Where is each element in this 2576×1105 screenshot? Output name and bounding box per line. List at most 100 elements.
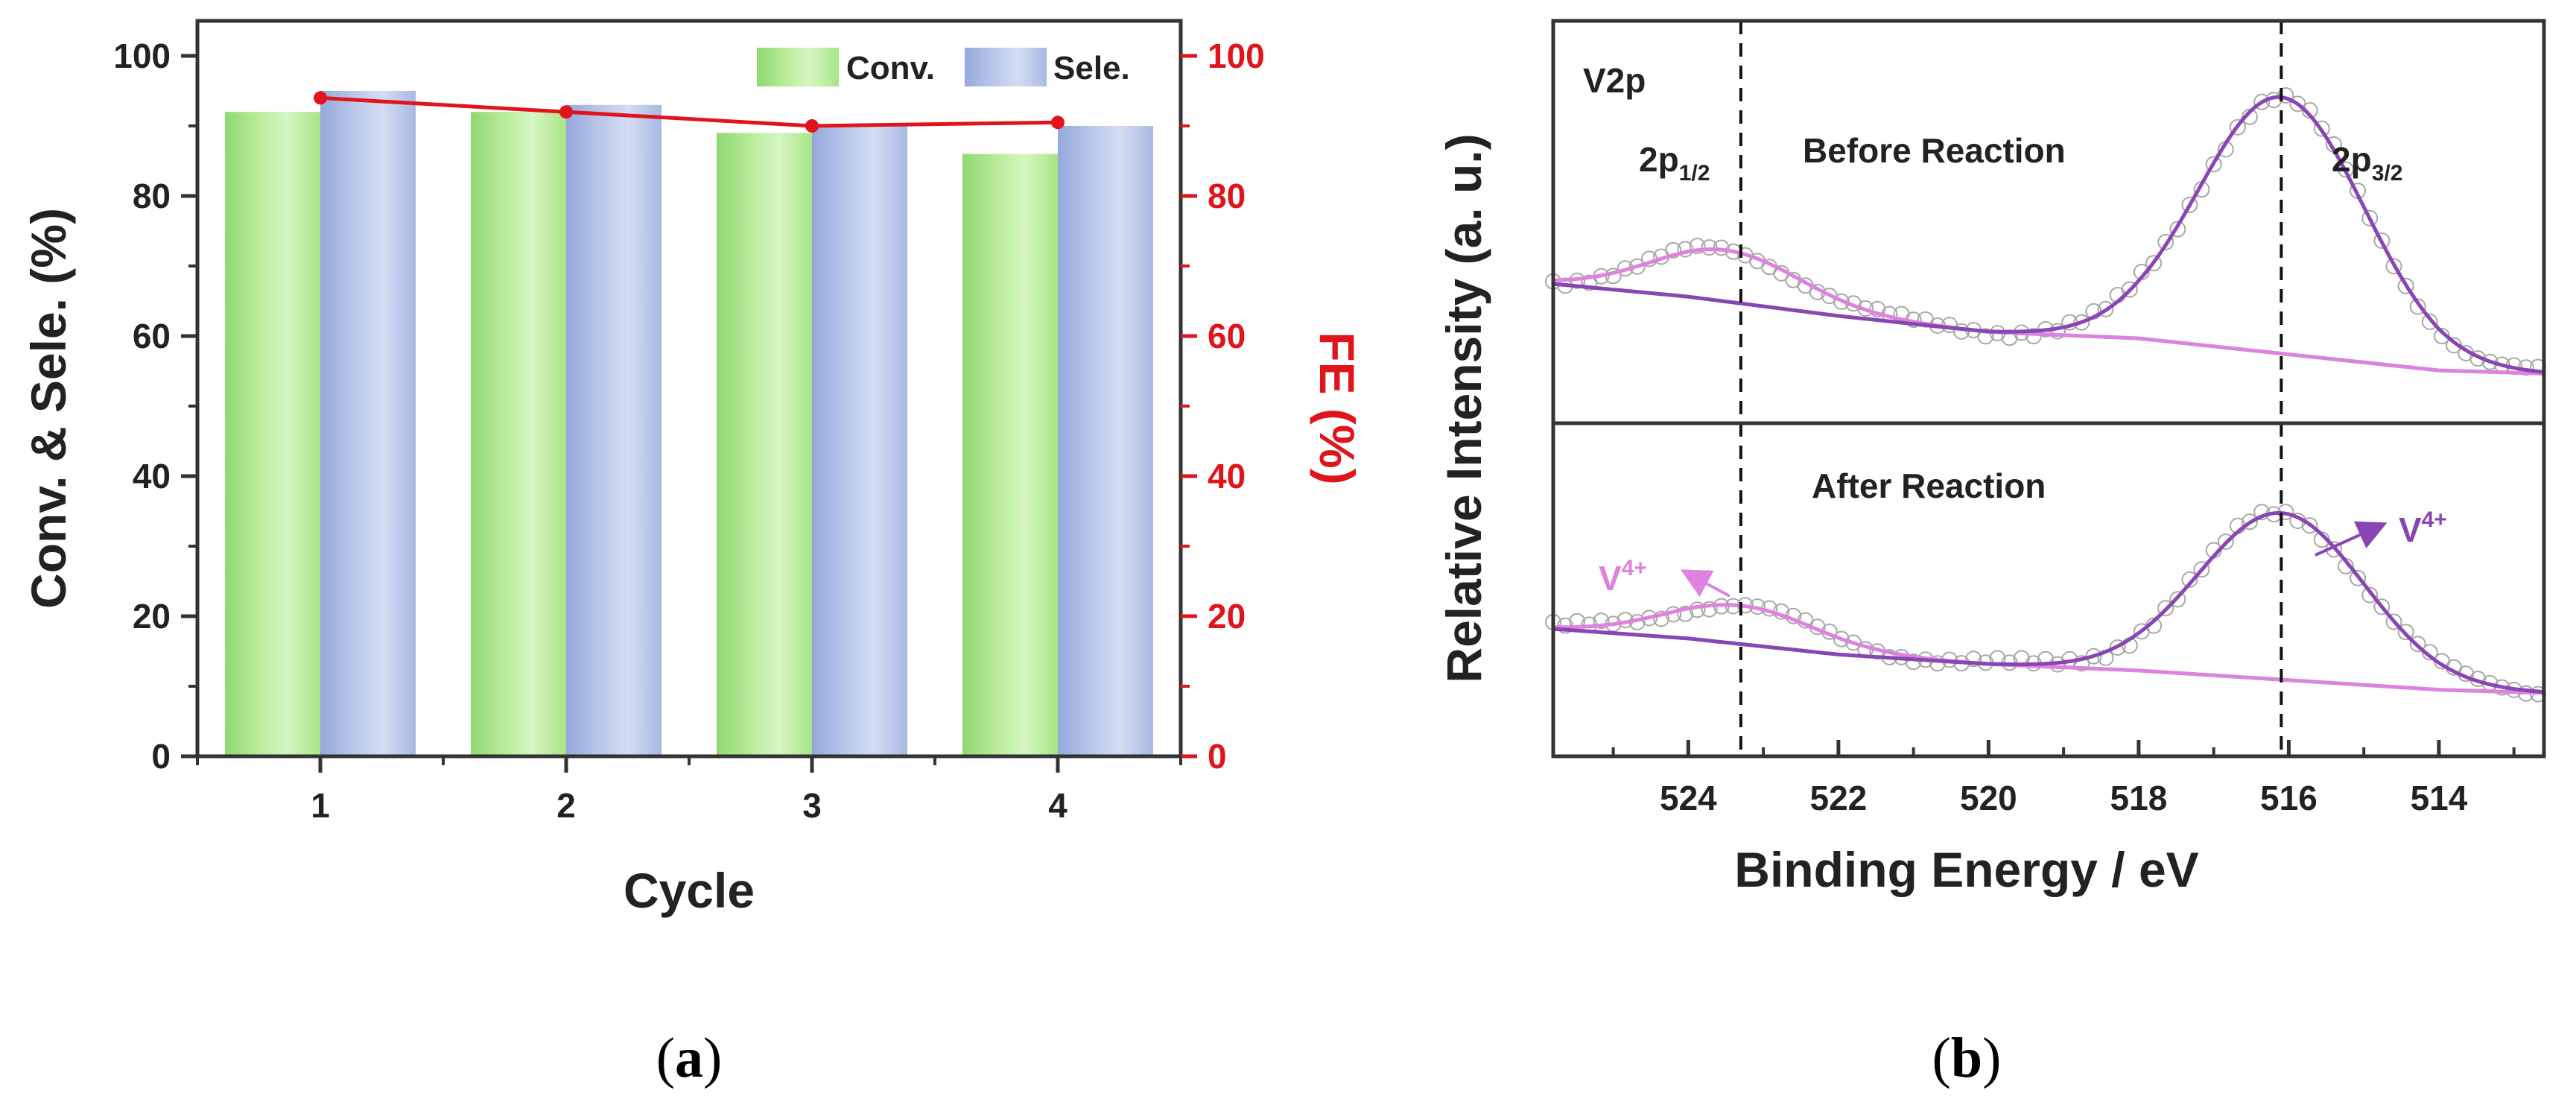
xps-raw-point [2097,300,2114,317]
a-y2tick-label-40: 40 [1208,457,1246,495]
xps-raw-point [2193,561,2210,578]
xps-raw-point [2242,513,2258,531]
bar-conv-3 [717,133,812,756]
xps-raw-point [2145,255,2163,272]
chart-b: 524 522 520 518 516 514 V2p 2p1/2 2p3/2 Befor… [1436,19,2546,1089]
xps-raw-point [1628,258,1646,275]
legend-label-sele: Sele. [1053,50,1130,86]
a-xtick-label-2: 2 [556,786,576,825]
xps-raw-point [1833,630,1850,648]
a-y2tick-label-0: 0 [1208,737,1227,776]
a-ytick-label-40: 40 [133,457,171,495]
xps-raw-point [2397,624,2414,641]
bar-sele-1 [320,91,416,756]
chart-a-ylabel: Conv. & Sele. (%) [21,208,76,609]
xps-raw-point [1833,293,1850,310]
a-ytick-label-80: 80 [133,177,171,215]
xps-raw-point [2338,161,2354,178]
xps-raw-point [2361,209,2379,227]
xps-raw-point [2385,258,2402,275]
xps-raw-point [1593,612,1610,630]
chart-b-ylabel: Relative Intensity (a. u.) [1436,133,1491,683]
xps-raw-point [2169,591,2186,608]
xps-raw-point [1929,655,1946,672]
xps-raw-point [2109,639,2126,656]
xps-raw-point [2073,655,2090,672]
bar-conv-4 [962,153,1058,757]
a-ytick-label-20: 20 [133,597,171,636]
chart-b-v4-left-arrow [1680,569,1730,598]
b-xtick-label-520: 520 [1960,779,2017,817]
xps-raw-point [2205,156,2222,173]
xps-fit-peak-before-1 [1552,95,2545,374]
legend-swatch-conv [757,48,839,86]
fe-point-3 [805,119,819,133]
xps-raw-point [2181,571,2198,588]
b-xtick-label-522: 522 [1810,779,1868,817]
chart-a-fe-line [314,91,1065,133]
chart-a-bars [225,91,1153,757]
chart-b-xlabel: Binding Energy / eV [1734,842,2198,897]
xps-raw-point [2181,197,2198,213]
bar-sele-3 [812,126,907,756]
chart-b-label-2p12: 2p1/2 [1639,140,1710,186]
xps-raw-point [2301,517,2318,534]
xps-raw-point [2073,314,2090,331]
legend-label-conv: Conv. [846,50,935,86]
xps-raw-point [2313,120,2330,137]
a-xtick-label-3: 3 [802,786,822,825]
a-ytick-label-100: 100 [113,37,171,75]
chart-b-v4-left: V4+ [1599,556,1647,598]
chart-a-legend: Conv. Sele. [757,48,1130,86]
chart-a-xlabel: Cycle [624,863,755,918]
a-ytick-label-60: 60 [133,317,171,355]
xps-raw-point [1677,605,1694,622]
a-xtick-label-4: 4 [1048,786,1067,825]
xps-raw-point [2169,221,2186,238]
xps-raw-point [2157,233,2174,250]
a-y2tick-label-80: 80 [1208,177,1246,215]
chart-a-y2label: FE (%) [1310,332,1365,484]
chart-b-after-title: After Reaction [1812,466,2046,505]
fe-point-2 [559,105,573,119]
chart-b-curves [1545,21,2546,756]
a-ytick-label-0: 0 [151,737,171,776]
chart-b-frame [1551,19,2546,759]
chart-a-ticks: 0 20 40 60 80 100 0 20 40 60 80 100 1 2 3 4 [113,37,1265,825]
xps-raw-point [2421,313,2438,330]
bar-conv-1 [225,112,320,756]
xps-raw-point [1701,601,1718,618]
xps-raw-point [2217,533,2234,550]
b-xtick-label-518: 518 [2110,779,2168,817]
xps-raw-point [2121,281,2138,298]
xps-fit-peak-after-0 [1552,603,2545,695]
a-y2tick-label-20: 20 [1208,597,1246,636]
chart-a: 0 20 40 60 80 100 0 20 40 60 80 100 1 2 3 4 Conv. Sele.… [21,19,1365,1089]
fe-series-line [320,95,1059,128]
xps-raw-point [1905,653,1922,671]
fe-point-4 [1051,115,1065,130]
bar-sele-4 [1058,126,1153,756]
a-y2tick-label-60: 60 [1208,317,1246,355]
xps-raw-point [2409,298,2426,315]
chart-b-v4-right: V4+ [2399,507,2447,549]
xps-raw-point [2409,636,2426,653]
legend-swatch-sele [965,48,1047,86]
xps-fit-peak-before-0 [1552,247,2545,376]
b-xtick-label-524: 524 [1660,779,1717,817]
xps-raw-point [1665,241,1682,259]
a-y2tick-label-100: 100 [1208,37,1265,75]
xps-raw-point [2373,232,2391,249]
xps-raw-point [2253,504,2271,521]
xps-raw-point [2350,569,2367,586]
chart-b-element-label: V2p [1583,61,1646,100]
a-xtick-label-1: 1 [311,786,330,825]
bar-conv-2 [471,112,566,756]
fe-point-1 [314,91,327,105]
xps-raw-point [1701,239,1718,256]
xps-fit-peak-after-1 [1552,510,2545,694]
chart-b-v4-right-arrow [2315,521,2388,557]
bar-sele-2 [566,104,662,757]
xps-raw-point [1653,610,1670,627]
